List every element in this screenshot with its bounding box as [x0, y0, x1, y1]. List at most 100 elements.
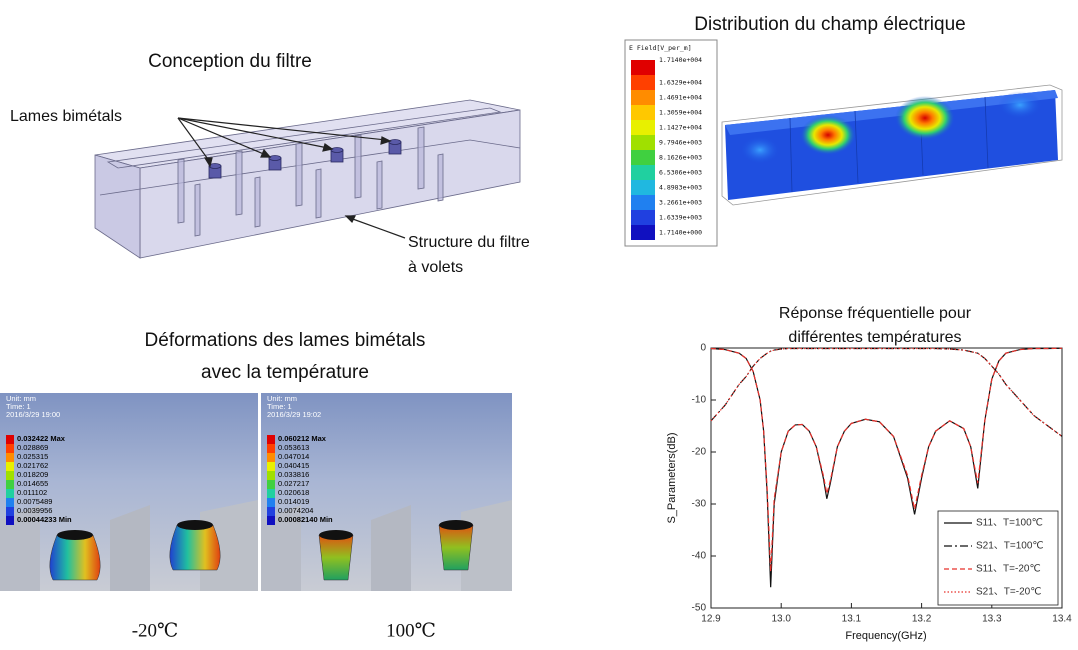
y-tick-label: -20	[692, 447, 707, 458]
colorbar-swatch	[6, 498, 14, 507]
colorbar-label: 1.6339e+003	[659, 214, 702, 222]
caption: -20℃	[132, 620, 179, 641]
colorbar-swatch	[6, 444, 14, 453]
colorbar-label: 6.5306e+003	[659, 169, 702, 177]
image-info: 2016/3/29 19:02	[267, 410, 321, 419]
blade-deformed	[169, 524, 221, 571]
colorbar-swatch	[631, 210, 655, 225]
annotation: à volets	[408, 259, 463, 276]
legend-label: S11、T=-20℃	[976, 564, 1041, 575]
colorbar-swatch	[267, 507, 275, 516]
blade-deformed	[438, 524, 474, 571]
x-axis-label: Frequency(GHz)	[845, 630, 926, 642]
colorbar-swatch	[631, 90, 655, 105]
colorbar-swatch	[631, 195, 655, 210]
colorbar-swatch	[631, 120, 655, 135]
colorbar-label: 0.0075489	[17, 497, 52, 506]
colorbar-label: 0.021762	[17, 461, 48, 470]
colorbar-swatch	[6, 507, 14, 516]
image-info: Time: 1	[267, 402, 292, 411]
panel-title: Distribution du champ électrique	[694, 14, 965, 35]
colorbar-label: 0.0074204	[278, 506, 313, 515]
colorbar-swatch	[6, 516, 14, 525]
colorbar-label: 0.032422 Max	[17, 434, 66, 443]
chart-title: différentes températures	[788, 329, 961, 346]
wall	[110, 505, 150, 591]
wall	[261, 505, 301, 591]
colorbar-label: 1.1427e+004	[659, 124, 702, 132]
wall	[371, 505, 411, 591]
colorbar-label: 1.7140e+004	[659, 56, 702, 64]
y-tick-label: -10	[692, 395, 707, 406]
colorbar-swatch	[6, 471, 14, 480]
colorbar-label: 0.060212 Max	[278, 434, 327, 443]
y-tick-label: -30	[692, 499, 707, 510]
colorbar-swatch	[267, 489, 275, 498]
legend-title: E Field[V_per_m]	[629, 44, 692, 52]
colorbar-label: 0.014019	[278, 497, 309, 506]
x-tick-label: 12.9	[701, 614, 721, 625]
colorbar-swatch	[267, 471, 275, 480]
colorbar-label: 0.014655	[17, 479, 48, 488]
blade-top	[57, 530, 93, 540]
blade-deformed	[318, 534, 354, 581]
image-info: Unit: mm	[267, 394, 297, 403]
filter-drawing	[94, 99, 521, 259]
colorbar-swatch	[6, 462, 14, 471]
colorbar-swatch	[631, 135, 655, 150]
image-info: 2016/3/29 19:00	[6, 410, 60, 419]
colorbar-label: 0.0039956	[17, 506, 52, 515]
colorbar-label: 8.1626e+003	[659, 154, 702, 162]
y-tick-label: -40	[692, 551, 707, 562]
blade-top	[177, 520, 213, 530]
colorbar-swatch	[631, 165, 655, 180]
colorbar-swatch	[631, 75, 655, 90]
y-tick-label: -50	[692, 603, 707, 614]
colorbar-swatch	[631, 60, 655, 75]
chart: Réponse fréquentielle pour différentes t…	[666, 305, 1072, 642]
panel-title: Conception du filtre	[148, 51, 312, 72]
colorbar-label: 0.011102	[17, 488, 47, 497]
wall	[0, 505, 40, 591]
annotation: Lames bimétals	[10, 108, 122, 125]
field-plot	[721, 84, 1063, 206]
colorbar-swatch	[631, 180, 655, 195]
colorbar-swatch	[267, 516, 275, 525]
legend-frame	[937, 510, 1059, 606]
x-tick-label: 13.2	[912, 614, 932, 625]
annotation: Structure du filtre	[408, 234, 530, 251]
x-tick-label: 13.1	[842, 614, 862, 625]
legend-label: S21、T=100℃	[976, 541, 1044, 552]
colorbar-label: 0.020618	[278, 488, 309, 497]
colorbar-swatch	[267, 480, 275, 489]
colorbar-label: 0.00044233 Min	[17, 515, 72, 524]
annotation-arrows	[177, 117, 406, 239]
y-tick-label: 0	[700, 343, 706, 354]
colorbar-swatch	[6, 489, 14, 498]
colorbar-label: 0.028869	[17, 443, 48, 452]
blade-top	[439, 520, 473, 530]
chart-title: Réponse fréquentielle pour	[779, 305, 972, 322]
colorbar-label: 0.025315	[17, 452, 48, 461]
colorbar-label: 0.018209	[17, 470, 48, 479]
blade-top	[319, 530, 353, 540]
colorbar-label: 4.8983e+003	[659, 184, 702, 192]
colorbar-label: 0.027217	[278, 479, 309, 488]
legend-label: S21、T=-20℃	[976, 587, 1041, 598]
colorbar-label: 1.4691e+004	[659, 94, 702, 102]
colorbar-swatch	[267, 462, 275, 471]
wall	[461, 500, 512, 591]
colorbar-swatch	[6, 480, 14, 489]
colorbar-swatch	[267, 444, 275, 453]
colorbar-label: 1.3059e+004	[659, 109, 702, 117]
legend-label: S11、T=100℃	[976, 518, 1043, 529]
colorbar-swatch	[6, 453, 14, 462]
panel-title: Déformations des lames bimétals	[145, 330, 426, 351]
image-info: Time: 1	[6, 402, 31, 411]
colorbar-label: 1.6329e+004	[659, 79, 702, 87]
colorbar: 1.7140e+004 1.6329e+004 1.4691e+004 1.3059e…	[631, 56, 702, 240]
panel-title: avec la température	[201, 362, 369, 383]
series-line	[710, 347, 1063, 437]
